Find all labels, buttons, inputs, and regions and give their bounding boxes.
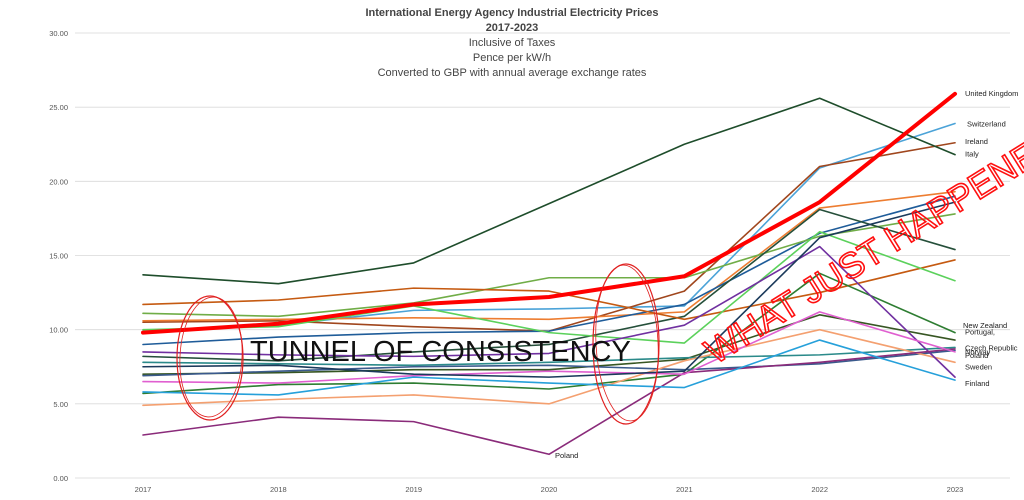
series-line-14 — [142, 328, 956, 407]
right-circle-annotation-stroke2 — [595, 264, 659, 422]
y-tick-label: 5.00 — [53, 400, 68, 409]
chart-title: International Energy Agency Industrial E… — [365, 7, 658, 19]
x-tick-label: 2017 — [135, 485, 152, 494]
series-line-18 — [142, 339, 956, 396]
series-label: Italy — [965, 150, 979, 159]
series-label: New Zealand — [963, 321, 1007, 330]
series-label: Sweden — [965, 362, 992, 371]
chart-subtitle-conversion: Converted to GBP with annual average exc… — [378, 67, 647, 79]
series-line-4 — [142, 190, 956, 322]
series-label: Portugal, — [965, 328, 995, 337]
series-label: Ireland — [965, 137, 988, 146]
series-line-13 — [142, 349, 956, 377]
y-tick-label: 10.00 — [49, 326, 68, 335]
series-label: Norway — [965, 347, 991, 356]
series-label: Switzerland — [967, 119, 1006, 128]
series-line-7 — [142, 208, 956, 362]
y-tick-label: 30.00 — [49, 29, 68, 38]
x-tick-label: 2018 — [270, 485, 287, 494]
tunnel-of-consistency-label: TUNNEL OF CONSISTENCY — [250, 336, 631, 368]
series-line-17 — [142, 311, 956, 384]
chart-subtitle-taxes: Inclusive of Taxes — [469, 37, 556, 49]
series-line-11 — [142, 272, 956, 395]
series-line-10 — [142, 314, 956, 375]
series-line-6 — [142, 213, 956, 318]
series-label: Finland — [965, 379, 990, 388]
series-line-19 — [142, 201, 956, 378]
left-circle-annotation — [176, 295, 244, 421]
poland-inline-label: Poland — [555, 451, 578, 460]
series-line-9 — [142, 230, 956, 344]
x-tick-label: 2020 — [541, 485, 558, 494]
chart-subtitle-years: 2017-2023 — [486, 22, 539, 34]
x-tick-label: 2021 — [676, 485, 693, 494]
series-line-3 — [142, 97, 956, 285]
right-circle-annotation — [592, 263, 660, 425]
y-tick-label: 15.00 — [49, 252, 68, 261]
y-tick-label: 0.00 — [53, 474, 68, 483]
y-tick-label: 25.00 — [49, 103, 68, 112]
series-line-15 — [142, 245, 956, 378]
x-tick-label: 2019 — [405, 485, 422, 494]
series-label: Poland — [965, 351, 988, 360]
series-label: Czech Republic — [965, 343, 1018, 352]
series-label: United Kingdom — [965, 89, 1018, 98]
x-tick-label: 2022 — [811, 485, 828, 494]
x-tick-label: 2023 — [947, 485, 964, 494]
y-tick-label: 20.00 — [49, 177, 68, 186]
series-line-0 — [141, 91, 957, 335]
series-line-12 — [142, 346, 956, 367]
series-line-5 — [142, 195, 956, 346]
left-circle-annotation-stroke2 — [179, 296, 243, 418]
series-line-8 — [142, 259, 956, 321]
chart-subtitle-units: Pence per kW/h — [473, 52, 551, 64]
series-line-16 — [142, 348, 956, 456]
